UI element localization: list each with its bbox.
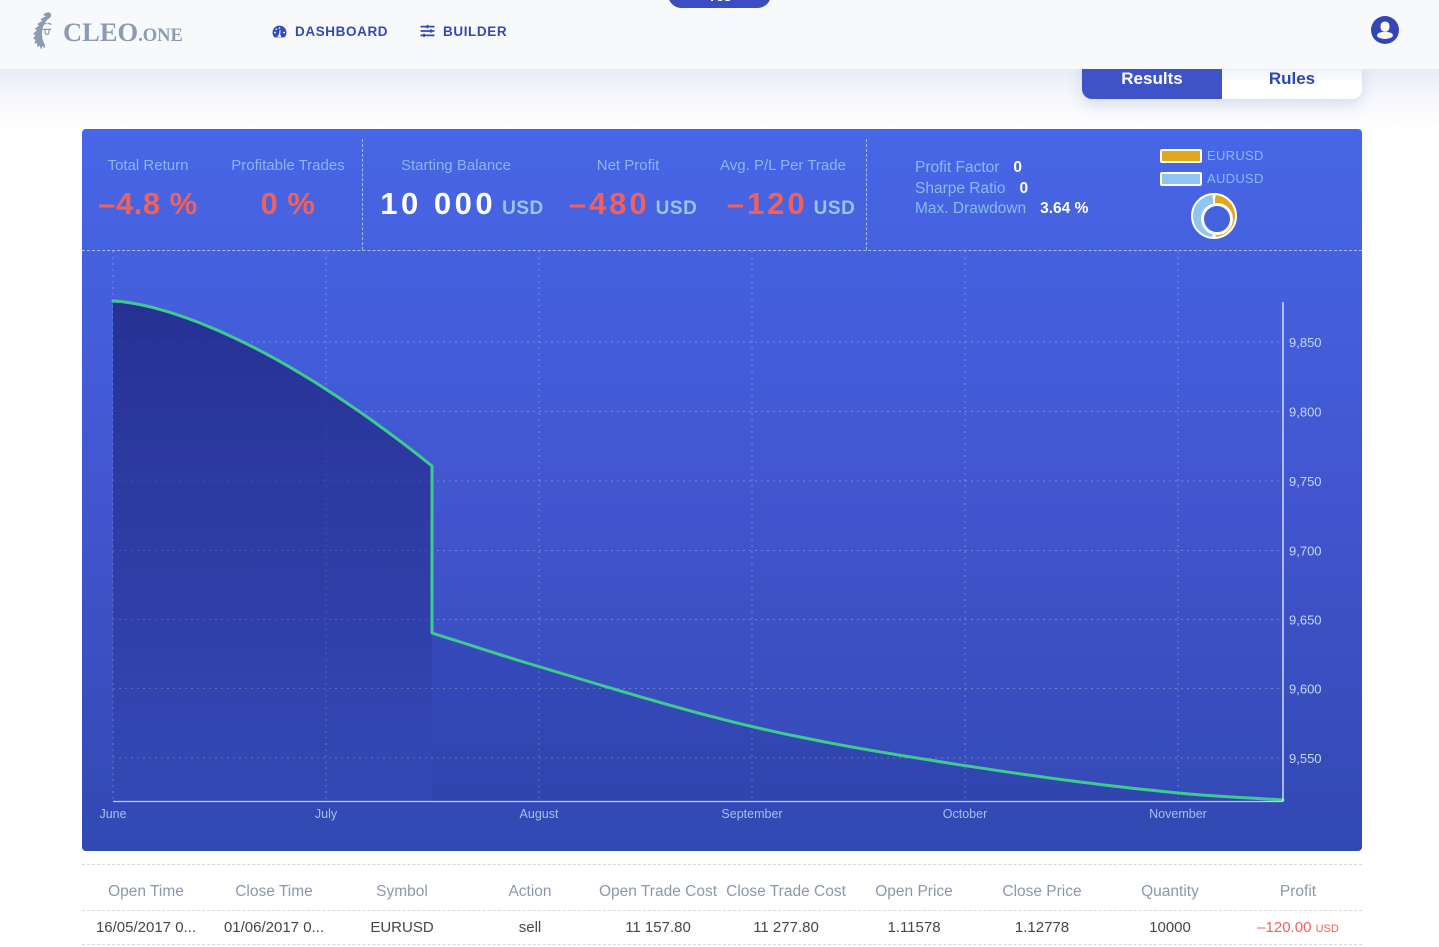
svg-text:9,600: 9,600: [1289, 682, 1322, 697]
svg-text:9,550: 9,550: [1289, 751, 1322, 766]
svg-text:9,700: 9,700: [1289, 544, 1322, 559]
svg-text:October: October: [943, 807, 987, 821]
svg-text:November: November: [1149, 807, 1207, 821]
svg-text:June: June: [99, 807, 126, 821]
svg-text:9,650: 9,650: [1289, 613, 1322, 628]
svg-text:September: September: [721, 807, 782, 821]
svg-text:July: July: [315, 807, 338, 821]
svg-text:9,850: 9,850: [1289, 335, 1322, 350]
svg-text:9,800: 9,800: [1289, 405, 1322, 420]
svg-text:9,750: 9,750: [1289, 474, 1322, 489]
svg-text:August: August: [520, 807, 559, 821]
